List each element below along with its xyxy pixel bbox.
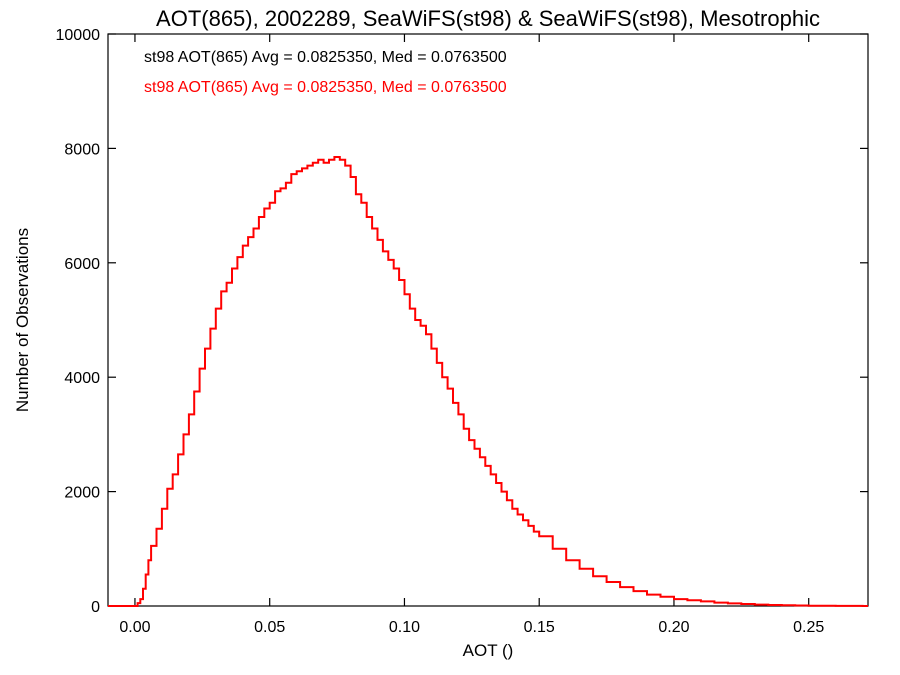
x-tick-label: 0.20: [658, 619, 689, 636]
y-tick-label: 10000: [56, 27, 101, 44]
legend-annotation-red: st98 AOT(865) Avg = 0.0825350, Med = 0.0…: [144, 79, 507, 96]
y-tick-label: 0: [91, 599, 100, 616]
histogram-step-line: [108, 156, 868, 607]
y-tick-label: 8000: [64, 141, 100, 158]
y-tick-label: 2000: [64, 485, 100, 502]
x-tick-label: 0.10: [389, 619, 420, 636]
x-tick-label: 0.00: [119, 619, 150, 636]
plot-frame: [107, 33, 869, 607]
chart-title: AOT(865), 2002289, SeaWiFS(st98) & SeaWi…: [156, 6, 820, 31]
x-axis: 0.00 0.05 0.10 0.15 0.20 0.25: [119, 34, 824, 636]
y-tick-label: 4000: [64, 370, 100, 387]
x-axis-label: AOT (): [463, 641, 514, 660]
x-tick-label: 0.05: [254, 619, 285, 636]
y-axis-label: Number of Observations: [13, 228, 32, 412]
x-tick-label: 0.25: [793, 619, 824, 636]
y-tick-label: 6000: [64, 256, 100, 273]
y-axis: 0 2000 4000 6000 8000 10000: [56, 27, 868, 616]
x-tick-label: 0.15: [524, 619, 555, 636]
legend-annotation-black: st98 AOT(865) Avg = 0.0825350, Med = 0.0…: [144, 49, 507, 66]
